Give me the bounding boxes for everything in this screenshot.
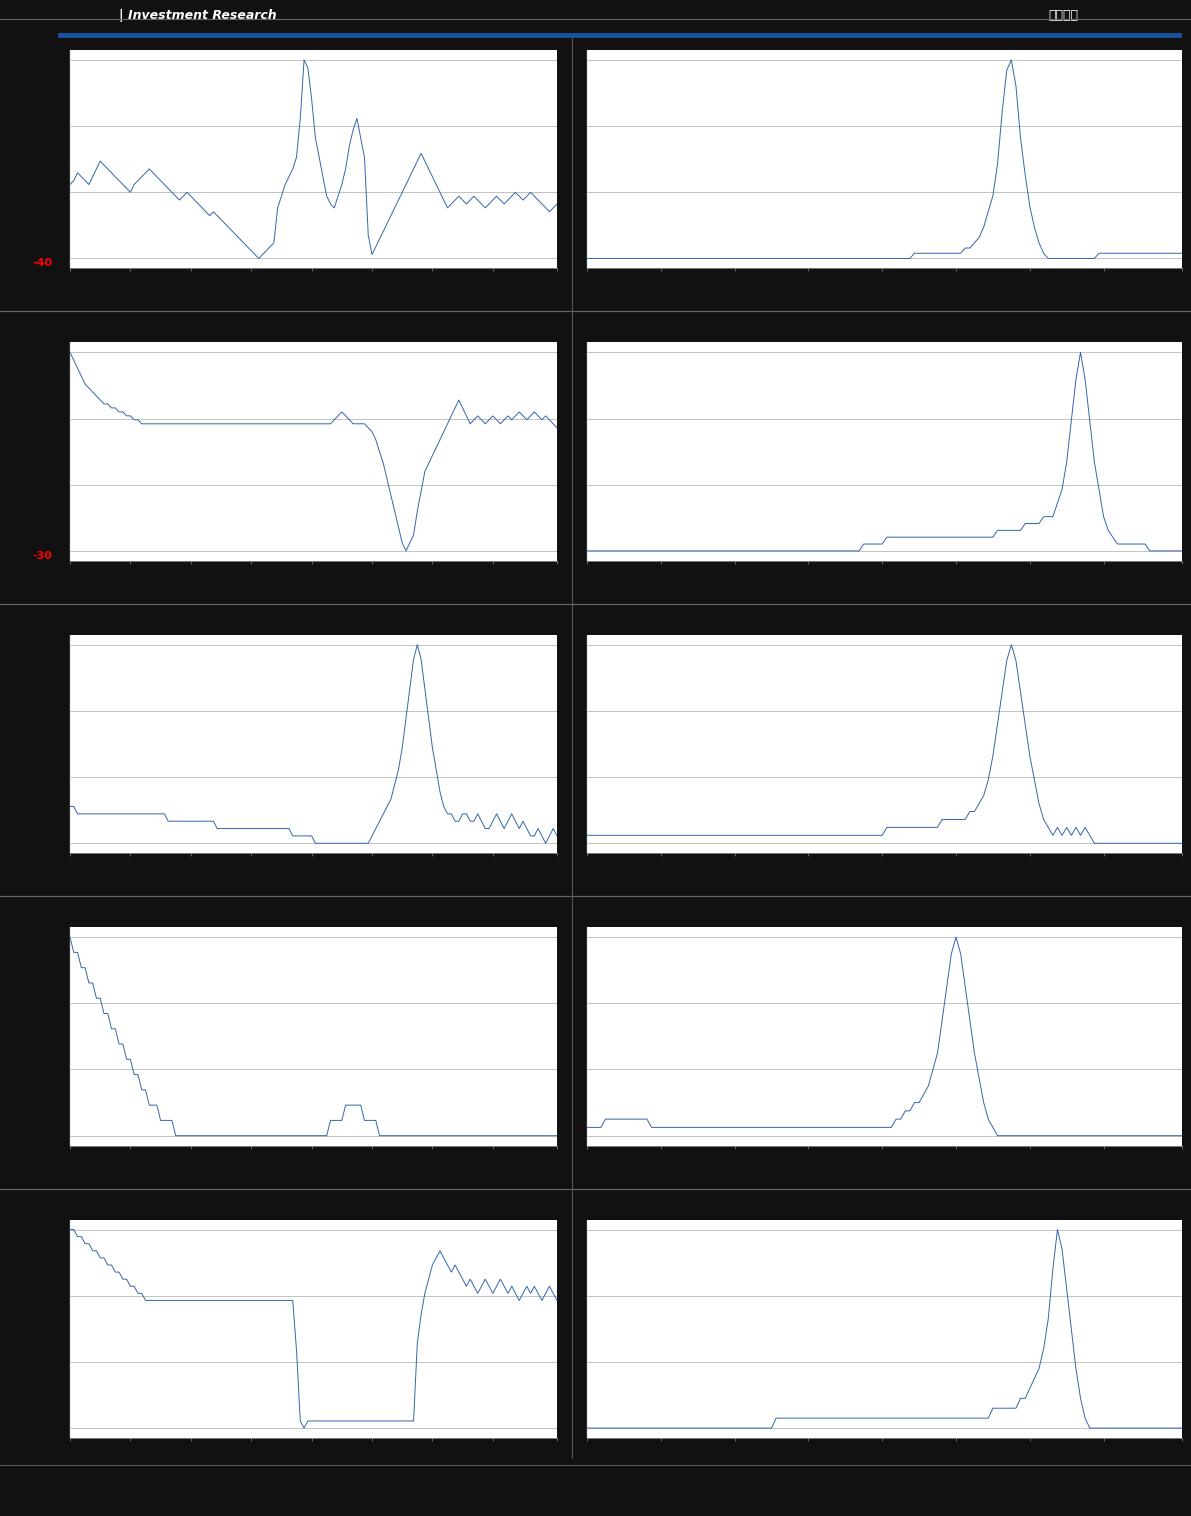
Text: -40: -40 [32,258,52,268]
Text: 估值周报: 估值周报 [1048,9,1078,21]
Text: | Investment Research: | Investment Research [119,9,276,21]
Text: -30: -30 [32,550,52,561]
